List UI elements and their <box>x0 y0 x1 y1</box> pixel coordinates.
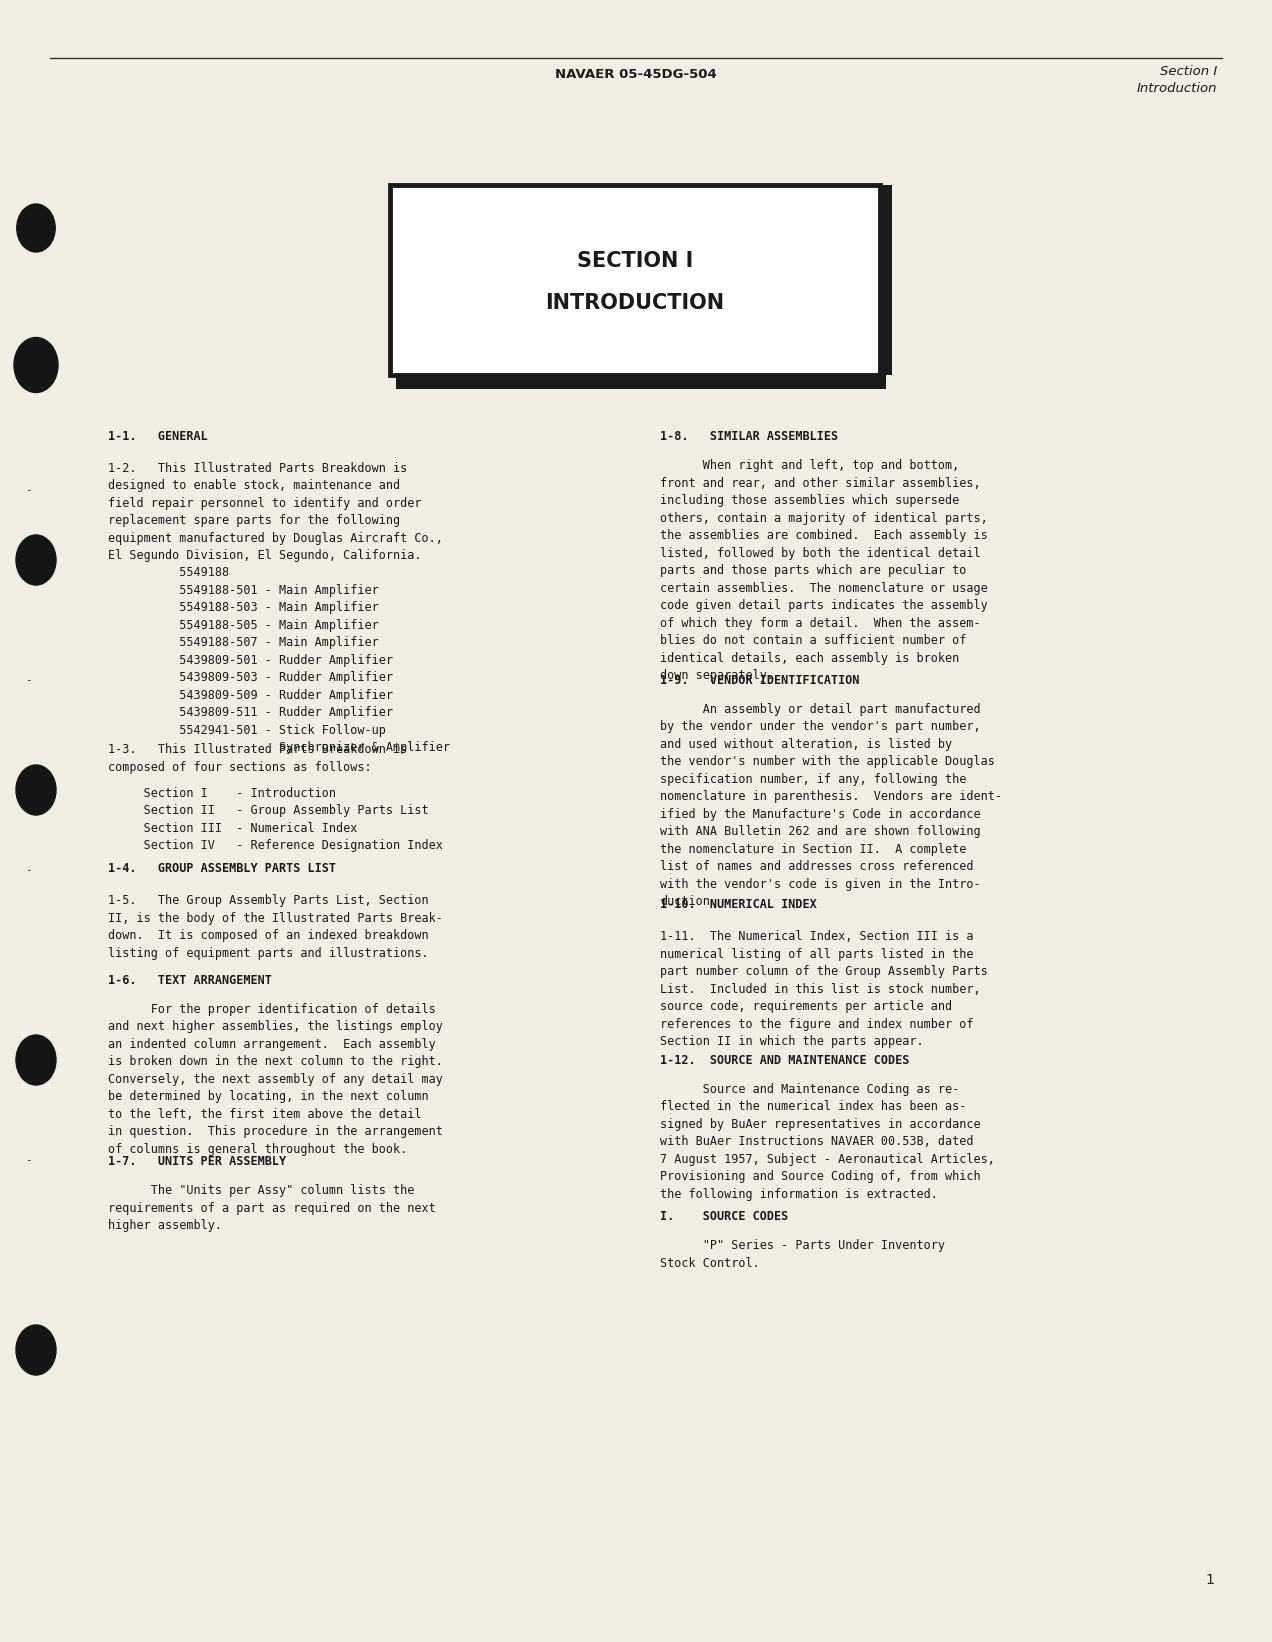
Text: SECTION I: SECTION I <box>577 251 693 271</box>
Text: 1-7.   UNITS PER ASSEMBLY: 1-7. UNITS PER ASSEMBLY <box>108 1154 286 1167</box>
Text: -: - <box>24 675 32 685</box>
Text: 1-8.   SIMILAR ASSEMBLIES: 1-8. SIMILAR ASSEMBLIES <box>660 430 838 443</box>
Text: 1-9.   VENDOR IDENTIFICATION: 1-9. VENDOR IDENTIFICATION <box>660 673 860 686</box>
Text: 1: 1 <box>1205 1573 1213 1588</box>
Text: 1-6.   TEXT ARRANGEMENT: 1-6. TEXT ARRANGEMENT <box>108 974 272 987</box>
Text: 5549188
          5549188-501 - Main Amplifier
          5549188-503 - Main Ampl: 5549188 5549188-501 - Main Amplifier 554… <box>108 566 450 754</box>
Ellipse shape <box>14 338 59 392</box>
Text: 1-3.   This Illustrated Parts Breakdown is
composed of four sections as follows:: 1-3. This Illustrated Parts Breakdown is… <box>108 744 407 773</box>
Text: For the proper identification of details
and next higher assemblies, the listing: For the proper identification of details… <box>108 1003 443 1156</box>
Text: 1-4.   GROUP ASSEMBLY PARTS LIST: 1-4. GROUP ASSEMBLY PARTS LIST <box>108 862 336 875</box>
Text: 1-12.  SOURCE AND MAINTENANCE CODES: 1-12. SOURCE AND MAINTENANCE CODES <box>660 1054 909 1067</box>
Text: Introduction: Introduction <box>1136 82 1217 95</box>
Text: 1-2.   This Illustrated Parts Breakdown is
designed to enable stock, maintenance: 1-2. This Illustrated Parts Breakdown is… <box>108 461 443 563</box>
Ellipse shape <box>17 1034 56 1085</box>
Text: "P" Series - Parts Under Inventory
Stock Control.: "P" Series - Parts Under Inventory Stock… <box>660 1240 945 1269</box>
Text: Section I: Section I <box>1160 66 1217 79</box>
Bar <box>880 186 892 374</box>
Text: The "Units per Assy" column lists the
requirements of a part as required on the : The "Units per Assy" column lists the re… <box>108 1184 436 1232</box>
Bar <box>396 374 887 389</box>
Text: 1-11.  The Numerical Index, Section III is a
numerical listing of all parts list: 1-11. The Numerical Index, Section III i… <box>660 931 988 1048</box>
Text: -: - <box>24 1154 32 1166</box>
Ellipse shape <box>17 535 56 585</box>
Text: -: - <box>24 865 32 875</box>
Text: 1-1.   GENERAL: 1-1. GENERAL <box>108 430 207 443</box>
Bar <box>391 186 880 374</box>
Text: -: - <box>24 484 32 494</box>
Text: 1-10.  NUMERICAL INDEX: 1-10. NUMERICAL INDEX <box>660 898 817 911</box>
Ellipse shape <box>17 204 55 251</box>
Text: 1-5.   The Group Assembly Parts List, Section
II, is the body of the Illustrated: 1-5. The Group Assembly Parts List, Sect… <box>108 893 443 959</box>
Ellipse shape <box>17 765 56 814</box>
Text: NAVAER 05-45DG-504: NAVAER 05-45DG-504 <box>555 67 717 80</box>
Ellipse shape <box>17 1325 56 1374</box>
Text: An assembly or detail part manufactured
by the vendor under the vendor's part nu: An assembly or detail part manufactured … <box>660 703 1002 908</box>
Text: Section I    - Introduction
     Section II   - Group Assembly Parts List
     S: Section I - Introduction Section II - Gr… <box>108 787 443 852</box>
Text: INTRODUCTION: INTRODUCTION <box>546 292 725 312</box>
Bar <box>391 186 880 374</box>
Text: Source and Maintenance Coding as re-
flected in the numerical index has been as-: Source and Maintenance Coding as re- fle… <box>660 1082 995 1200</box>
Text: When right and left, top and bottom,
front and rear, and other similar assemblie: When right and left, top and bottom, fro… <box>660 460 988 681</box>
Text: I.    SOURCE CODES: I. SOURCE CODES <box>660 1210 789 1223</box>
